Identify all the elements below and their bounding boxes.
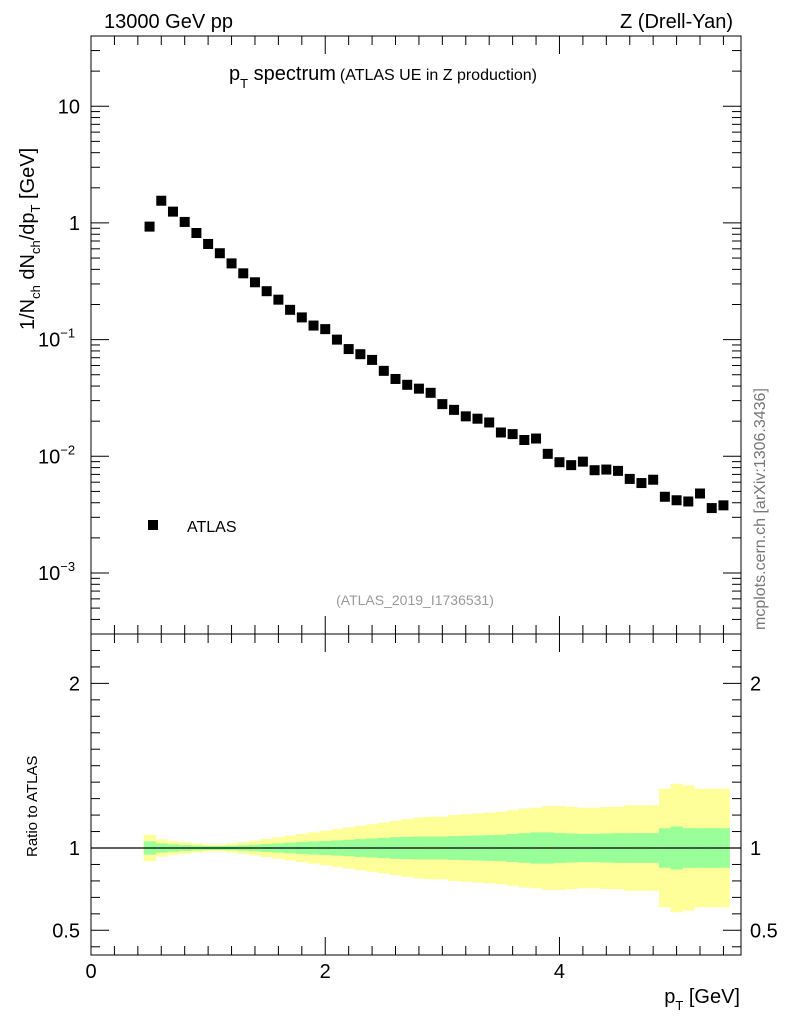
data-point: [507, 429, 518, 440]
main-frame: [90, 35, 742, 635]
data-point: [425, 387, 436, 398]
data-point: [285, 304, 296, 315]
main-ylabel: 1/Nch dNch/dpT [GeV]: [17, 148, 43, 330]
data-point: [203, 238, 214, 249]
data-point: [484, 417, 495, 428]
chart-title-sub: T: [240, 76, 248, 91]
legend-label: ATLAS: [187, 519, 237, 536]
data-point: [589, 465, 600, 476]
header-right-label: Z (Drell-Yan): [620, 11, 733, 33]
data-point: [613, 465, 624, 476]
ratio-y-tick-label-left: 1: [69, 838, 80, 860]
data-point: [554, 457, 565, 468]
xlabel: pT [GeV]: [664, 986, 740, 1013]
data-point: [249, 277, 260, 288]
data-point: [308, 320, 319, 331]
main-data-points: [144, 195, 729, 514]
data-point: [542, 448, 553, 459]
data-point: [566, 460, 577, 471]
data-point: [156, 195, 167, 206]
data-point: [648, 474, 659, 485]
legend-marker: [148, 520, 158, 530]
data-point: [320, 324, 331, 335]
data-point: [706, 503, 717, 514]
data-point: [577, 456, 588, 467]
data-point: [355, 349, 366, 360]
chart-title: pT spectrum (ATLAS UE in Z production): [229, 63, 537, 91]
data-point: [343, 344, 354, 355]
chart-title-small: (ATLAS UE in Z production): [340, 67, 537, 84]
side-label: mcplots.cern.ch [arXiv:1306.3436]: [752, 388, 769, 630]
data-point: [718, 500, 729, 511]
data-point: [437, 399, 448, 410]
data-point: [296, 312, 307, 323]
data-point: [261, 286, 272, 297]
data-point: [519, 434, 530, 445]
data-point: [659, 491, 670, 502]
chart-title-rest: spectrum: [248, 63, 336, 85]
data-point: [695, 488, 706, 499]
data-point: [495, 427, 506, 438]
x-tick-label: 2: [320, 961, 331, 983]
data-point: [167, 206, 178, 217]
data-point: [601, 464, 612, 475]
ratio-bands: [91, 783, 741, 913]
header-left-label: 13000 GeV pp: [104, 11, 233, 33]
ratio-y-tick-label-right: 2: [750, 673, 761, 695]
chart-title-p: p: [229, 63, 240, 85]
data-point: [378, 365, 389, 376]
data-point: [449, 404, 460, 415]
x-tick-label: 4: [554, 961, 565, 983]
data-point: [636, 478, 647, 489]
y-tick-label: 10: [58, 96, 80, 118]
data-point: [390, 373, 401, 384]
data-point: [144, 221, 155, 232]
y-tick-label: 10−2: [38, 442, 75, 468]
data-point: [531, 433, 542, 444]
data-point: [191, 227, 202, 238]
axes: 10 1 10−1 10−2 10−3 0 2 4 0.5 0.5 1 1 2 2: [38, 35, 778, 983]
y-tick-label: 1: [69, 213, 80, 235]
ratio-y-tick-label-right: 0.5: [750, 920, 778, 942]
y-tick-label: 10−3: [38, 559, 75, 585]
ratio-ylabel: Ratio to ATLAS: [24, 756, 41, 857]
data-point: [683, 496, 694, 507]
data-point: [402, 379, 413, 390]
data-point: [472, 413, 483, 424]
data-point: [413, 383, 424, 394]
data-point: [624, 473, 635, 484]
data-point: [226, 258, 237, 269]
data-point: [460, 411, 471, 422]
data-point: [367, 354, 378, 365]
data-point: [273, 294, 284, 305]
data-point: [238, 268, 249, 279]
ratio-y-tick-label-right: 1: [750, 838, 761, 860]
data-point: [179, 216, 190, 227]
analysis-id: (ATLAS_2019_I1736531): [336, 592, 494, 608]
ratio-frame: [90, 633, 742, 956]
ratio-y-tick-label-left: 0.5: [52, 920, 80, 942]
data-point: [214, 248, 225, 259]
x-tick-label: 0: [85, 961, 96, 983]
data-point: [331, 334, 342, 345]
data-point: [671, 495, 682, 506]
ratio-y-tick-label-left: 2: [69, 673, 80, 695]
y-tick-label: 10−1: [38, 326, 75, 352]
